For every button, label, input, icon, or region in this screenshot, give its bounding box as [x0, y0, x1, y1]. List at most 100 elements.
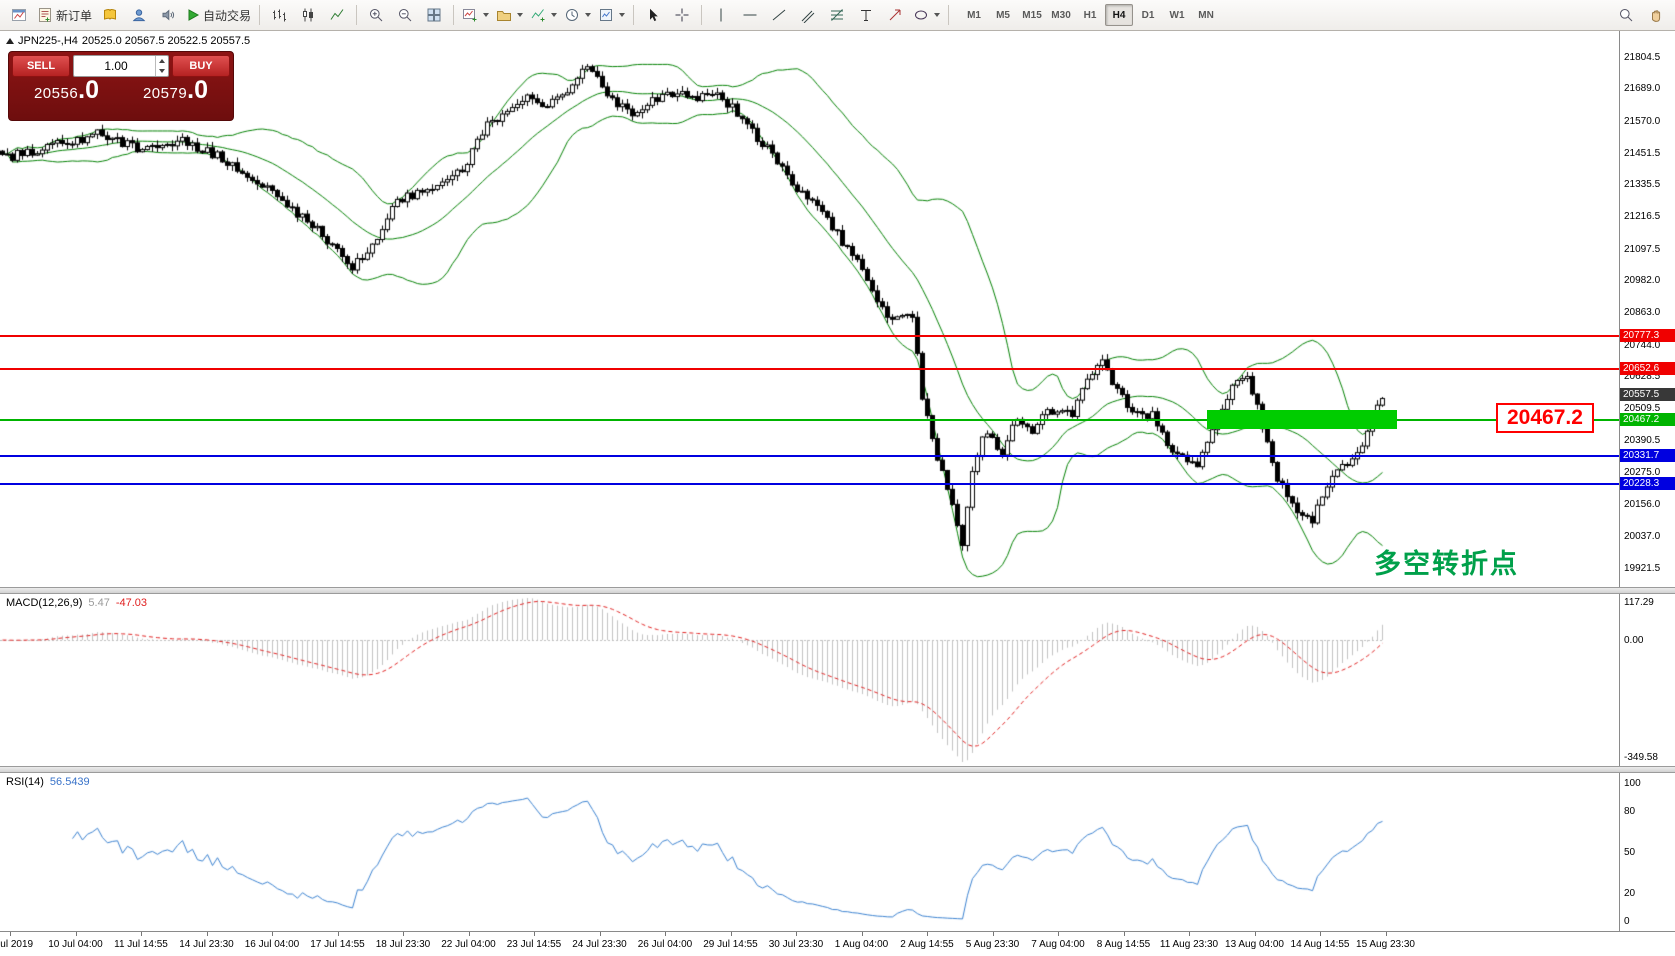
time-axis-tick	[403, 932, 404, 936]
time-axis-tick	[141, 932, 142, 936]
price-axis[interactable]: 21804.5 21689.0 21570.0 21451.5 21335.5 21216…	[1619, 31, 1675, 587]
time-axis-label: 14 Aug 14:55	[1290, 939, 1350, 950]
volume-spinner	[155, 56, 168, 76]
vertical-line-tool-icon[interactable]	[707, 3, 735, 27]
macd-signal-value: -47.03	[115, 597, 148, 609]
horizontal-level-line[interactable]	[0, 368, 1620, 371]
trendline-tool-icon[interactable]	[765, 3, 793, 27]
horizontal-level-line[interactable]	[0, 483, 1620, 486]
zoom-in-icon[interactable]	[362, 3, 390, 27]
horizontal-level-line[interactable]	[0, 418, 1620, 421]
time-axis-label: 15 Aug 23:30	[1356, 939, 1415, 950]
highlight-rectangle[interactable]	[1207, 410, 1397, 429]
time-axis-label: 8 Aug 14:55	[1096, 939, 1151, 950]
rsi-axis[interactable]: 100 80 50 20 0	[1619, 773, 1675, 931]
timeframe-button-h4[interactable]: H4	[1105, 4, 1134, 26]
panel-splitter[interactable]	[0, 587, 1675, 594]
horizontal-level-line[interactable]	[0, 455, 1620, 458]
bar-chart-icon[interactable]	[265, 3, 293, 27]
chart-annotation-text[interactable]: 多空转折点	[1374, 549, 1519, 579]
time-axis-label: 8 Jul 2019	[0, 939, 34, 950]
timeframe-button-w1[interactable]: W1	[1169, 9, 1185, 21]
macd-scale-zero: 0.00	[1624, 635, 1644, 647]
timeframe-button-mn[interactable]: MN	[1198, 9, 1214, 21]
horizontal-line-tool-icon[interactable]	[736, 3, 764, 27]
dropdown-caret-icon	[619, 13, 626, 17]
timeframe-button-h1[interactable]: H1	[1083, 9, 1097, 21]
macd-axis[interactable]: 117.29 0.00 -349.58	[1619, 594, 1675, 766]
sound-alert-icon[interactable]	[154, 3, 182, 27]
macd-scale-max: 117.29	[1624, 597, 1654, 608]
periods-menu-button[interactable]	[561, 3, 594, 27]
timeframe-button-m30[interactable]: M30	[1051, 9, 1071, 21]
price-axis-label: 20744.0	[1624, 339, 1661, 351]
text-tool-icon[interactable]	[852, 3, 880, 27]
spin-down-icon	[159, 69, 165, 73]
timeframe-button-m1[interactable]: M1	[967, 9, 981, 21]
time-axis-tick	[927, 932, 928, 936]
time-axis-label: 26 Jul 04:00	[637, 939, 693, 950]
accounts-icon[interactable]	[125, 3, 153, 27]
time-axis-label: 7 Aug 04:00	[1031, 939, 1085, 950]
crosshair-icon[interactable]	[668, 3, 696, 27]
new-order-label: 新订单	[56, 8, 93, 23]
new-order-button[interactable]: 新订单	[34, 3, 95, 27]
templates-menu-button[interactable]	[595, 3, 628, 27]
time-axis-tick	[665, 932, 666, 936]
timeframe-button-m5[interactable]: M5	[996, 9, 1010, 21]
buy-button[interactable]: BUY	[172, 55, 230, 77]
volume-input[interactable]	[74, 56, 168, 76]
candlestick-chart-icon[interactable]	[294, 3, 322, 27]
volume-down-button[interactable]	[156, 66, 168, 76]
price-axis-label: 21216.5	[1624, 211, 1661, 223]
channel-tool-icon[interactable]	[794, 3, 822, 27]
rsi-scale-label: 80	[1624, 805, 1636, 817]
magnifier-icon[interactable]	[1612, 3, 1640, 27]
time-axis-label: 17 Jul 14:55	[310, 939, 365, 950]
macd-canvas[interactable]	[0, 594, 1620, 766]
time-axis-tick	[1385, 932, 1387, 936]
toolbar-separator	[633, 5, 635, 25]
sell-price[interactable]: 20556.0	[12, 77, 121, 107]
rsi-name: RSI(14)	[6, 776, 44, 788]
profiles-menu-button[interactable]	[493, 3, 526, 27]
time-axis-label: 5 Aug 23:30	[965, 939, 1020, 950]
toolbar-separator	[948, 5, 950, 25]
panel-splitter[interactable]	[0, 766, 1675, 773]
volume-up-button[interactable]	[156, 56, 168, 66]
indicators-menu-button[interactable]	[527, 3, 560, 27]
tile-windows-icon[interactable]	[420, 3, 448, 27]
timeframe-button-m15[interactable]: M15	[1022, 9, 1042, 21]
dropdown-caret-icon	[551, 13, 558, 17]
auto-trading-button[interactable]: 自动交易	[183, 3, 254, 27]
cursor-icon[interactable]	[639, 3, 667, 27]
hand-scroll-icon[interactable]	[1642, 3, 1670, 27]
arrow-tool-icon[interactable]	[881, 3, 909, 27]
fibonacci-tool-icon[interactable]	[823, 3, 851, 27]
toolbar-right-group	[1612, 3, 1670, 27]
macd-scale-min: -349.58	[1624, 752, 1658, 763]
sell-price-dec: .0	[78, 76, 100, 104]
symbol-ohlc: 20525.0 20567.5 20522.5 20557.5	[81, 35, 251, 47]
macd-label: MACD(12,26,9) 5.47 -47.03	[6, 597, 147, 609]
price-level-label[interactable]: 20467.2	[1496, 403, 1594, 433]
price-chart-canvas[interactable]	[0, 31, 1620, 587]
time-axis[interactable]: 8 Jul 2019 10 Jul 04:00 11 Jul 14:55 14 Jul…	[0, 931, 1675, 956]
time-axis-tick	[534, 932, 535, 936]
line-chart-icon[interactable]	[323, 3, 351, 27]
history-center-icon[interactable]	[96, 3, 124, 27]
rsi-canvas[interactable]	[0, 773, 1620, 931]
buy-price[interactable]: 20579.0	[121, 77, 230, 107]
time-axis-tick	[1254, 932, 1256, 936]
chart-window-icon[interactable]	[5, 3, 33, 27]
dropdown-caret-icon	[585, 13, 592, 17]
shapes-menu-button[interactable]	[910, 3, 943, 27]
time-axis-tick	[730, 932, 732, 936]
sell-button[interactable]: SELL	[12, 55, 70, 77]
time-axis-tick	[272, 932, 273, 936]
timeframe-button-d1[interactable]: D1	[1141, 9, 1155, 21]
zoom-out-icon[interactable]	[391, 3, 419, 27]
rsi-label: RSI(14) 56.5439	[6, 776, 90, 788]
new-chart-menu-button[interactable]	[459, 3, 492, 27]
horizontal-level-line[interactable]	[0, 334, 1620, 337]
